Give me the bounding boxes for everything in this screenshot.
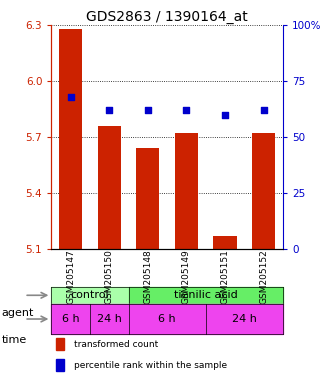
Bar <box>252 133 275 249</box>
Title: GDS2863 / 1390164_at: GDS2863 / 1390164_at <box>86 10 248 24</box>
Bar <box>56 359 64 371</box>
Bar <box>128 304 206 334</box>
Text: 6 h: 6 h <box>158 314 176 324</box>
Text: 24 h: 24 h <box>97 314 122 324</box>
Bar <box>98 126 121 249</box>
Text: 6 h: 6 h <box>62 314 79 324</box>
Text: agent: agent <box>2 308 34 318</box>
Point <box>68 94 73 100</box>
Text: 24 h: 24 h <box>232 314 257 324</box>
Point <box>222 112 228 118</box>
Text: percentile rank within the sample: percentile rank within the sample <box>74 361 228 370</box>
Point <box>184 107 189 113</box>
Bar <box>213 236 237 249</box>
Text: time: time <box>2 335 27 345</box>
Text: GSM205150: GSM205150 <box>105 249 114 304</box>
Point <box>145 107 151 113</box>
Text: tienilic acid: tienilic acid <box>174 290 238 300</box>
Bar <box>59 29 82 249</box>
Bar <box>175 133 198 249</box>
Point <box>261 107 266 113</box>
Point <box>107 107 112 113</box>
Bar <box>56 338 64 350</box>
Text: GSM205152: GSM205152 <box>259 249 268 304</box>
Text: control: control <box>71 290 109 300</box>
Text: GSM205151: GSM205151 <box>220 249 230 304</box>
Bar <box>128 286 283 304</box>
Text: GSM205147: GSM205147 <box>66 249 75 304</box>
Text: GSM205148: GSM205148 <box>143 249 152 304</box>
Bar <box>136 148 160 249</box>
Text: GSM205149: GSM205149 <box>182 249 191 304</box>
Bar <box>206 304 283 334</box>
Text: transformed count: transformed count <box>74 339 159 349</box>
Bar <box>51 286 128 304</box>
Bar <box>51 304 90 334</box>
Bar <box>90 304 128 334</box>
